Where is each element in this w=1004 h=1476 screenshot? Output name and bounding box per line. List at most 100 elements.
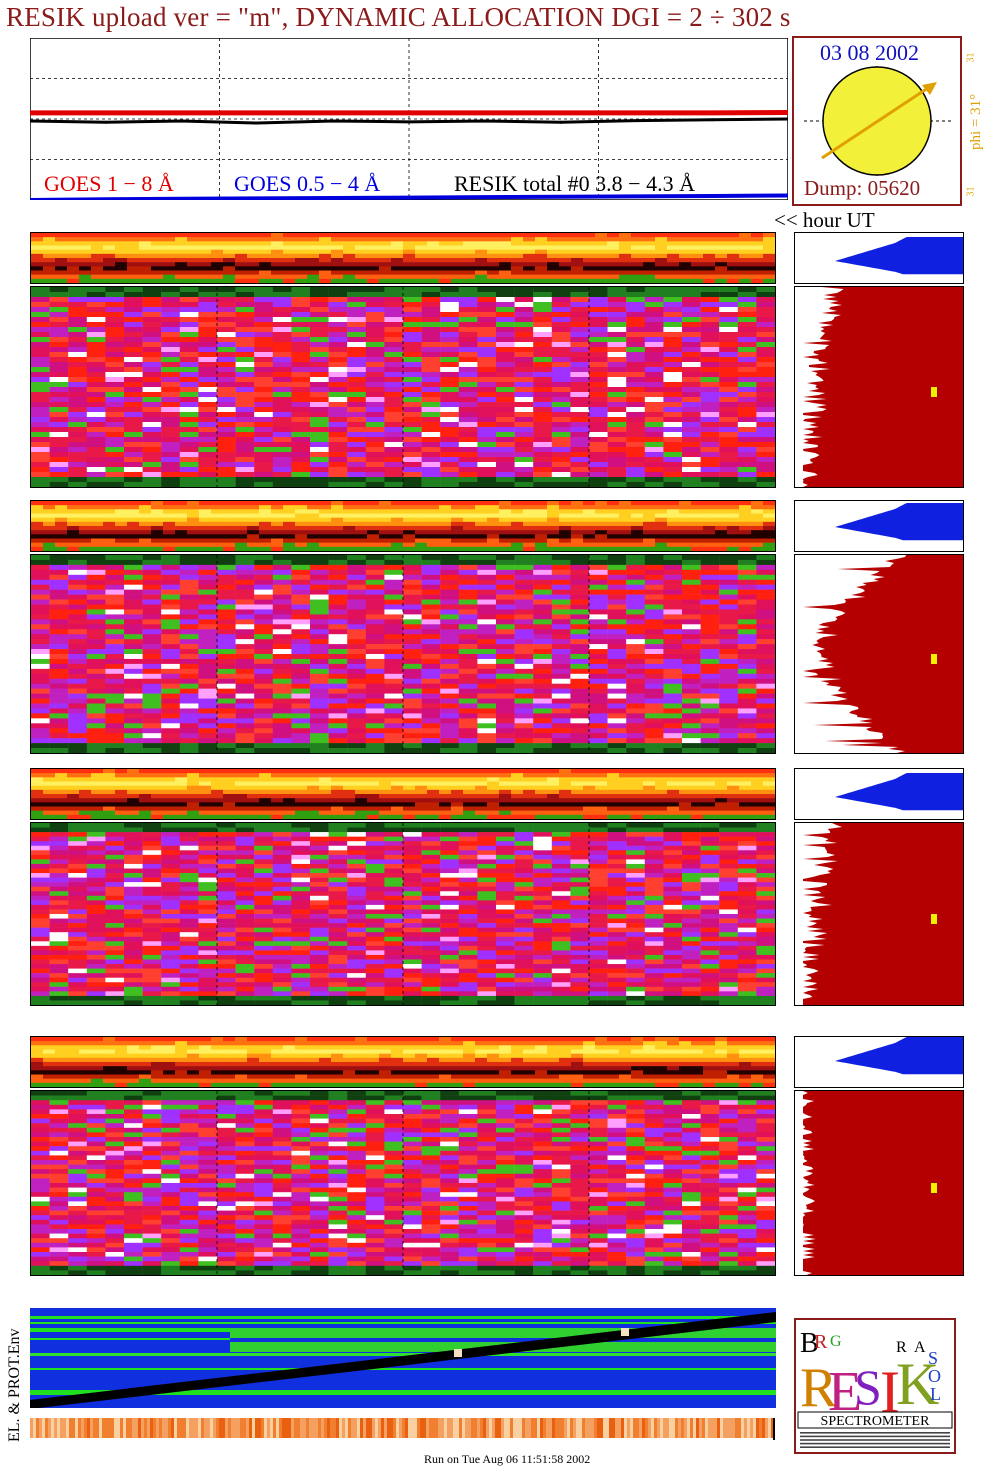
panel-1-spectrogram [30, 554, 776, 754]
band-cell [571, 526, 584, 531]
spec-cell [254, 342, 273, 348]
band-cell [163, 513, 176, 518]
spec-cell [31, 377, 50, 383]
spec-cell [570, 718, 590, 724]
spec-cell [589, 392, 608, 398]
spec-cell [477, 604, 497, 610]
spec-cell [737, 624, 757, 630]
band-cell [463, 521, 476, 527]
spec-cell [589, 683, 608, 689]
spec-cell [663, 437, 683, 443]
spec-cell [291, 412, 311, 418]
spec-cell [86, 387, 106, 393]
band-cell [403, 505, 416, 510]
band-cell [595, 773, 608, 778]
spec-cell [49, 292, 69, 298]
band-cell [103, 270, 116, 275]
spec-cell [514, 634, 534, 640]
band-cell [295, 501, 308, 506]
spec-cell [440, 644, 459, 650]
spec-cell [589, 367, 608, 373]
spec-cell [347, 407, 366, 413]
spec-cell [161, 738, 180, 744]
band-cell [319, 274, 332, 280]
spec-cell [49, 482, 69, 487]
band-cell [139, 266, 152, 271]
spec-cell [440, 713, 459, 719]
band-cell [211, 258, 224, 263]
spec-cell [68, 367, 87, 373]
spec-cell [458, 658, 478, 665]
page-title: RESIK upload ver = "m", DYNAMIC ALLOCATI… [6, 2, 791, 32]
band-cell [103, 253, 116, 259]
spec-cell [310, 412, 329, 418]
spec-cell [477, 555, 497, 561]
spec-cell [198, 738, 218, 744]
band-cell [307, 773, 320, 778]
spec-cell [179, 708, 199, 714]
lc-point-0-1 [104, 111, 108, 115]
spec-cell [328, 337, 348, 343]
spec-cell [384, 619, 404, 625]
band-cell [679, 530, 692, 535]
spec-cell [105, 372, 125, 378]
spec-cell [142, 287, 162, 293]
band-cell [631, 521, 644, 527]
spec-cell [737, 629, 757, 635]
band-cell [595, 513, 608, 518]
band-cell [607, 501, 620, 506]
spec-cell [365, 347, 385, 353]
band-cell [247, 513, 260, 518]
spec-cell [607, 629, 627, 635]
band-cell [391, 505, 404, 510]
spec-cell [254, 564, 273, 571]
spec-cell [626, 302, 645, 308]
band-cell [151, 769, 164, 774]
band-cell [283, 501, 296, 506]
band-cell [115, 501, 128, 506]
spec-cell [291, 367, 311, 373]
spec-cell [514, 644, 534, 650]
band-cell [763, 233, 775, 238]
spec-cell [514, 698, 534, 704]
spec-cell [682, 437, 701, 443]
spec-cell [161, 332, 180, 338]
spec-cell [68, 614, 87, 620]
band-cell [559, 262, 572, 267]
spec-cell [217, 302, 236, 308]
band-cell [403, 233, 416, 238]
band-cell [307, 769, 320, 774]
spec-cell [254, 372, 273, 378]
spec-cell [496, 377, 515, 383]
band-cell [691, 538, 704, 543]
spec-cell [198, 708, 218, 714]
spec-cell [142, 688, 162, 694]
band-cell [643, 505, 656, 510]
spec-cell [700, 614, 720, 620]
spec-cell [142, 387, 162, 393]
spec-cell [626, 367, 645, 373]
band-cell [643, 501, 656, 506]
spec-cell [737, 437, 757, 443]
spec-cell [254, 688, 273, 694]
band-cell [751, 530, 764, 535]
spec-cell [310, 733, 329, 739]
spec-cell [49, 412, 69, 418]
spec-cell [198, 432, 218, 438]
band-cell [631, 546, 644, 551]
spec-cell [533, 287, 552, 293]
spec-cell [142, 678, 162, 684]
band-cell [295, 245, 308, 250]
spec-cell [607, 599, 627, 605]
band-cell [595, 542, 608, 548]
spec-cell [142, 673, 162, 680]
spec-cell [384, 609, 404, 615]
band-cell [667, 546, 680, 551]
band-cell [511, 521, 524, 527]
spec-cell [403, 604, 422, 610]
spec-cell [533, 574, 552, 581]
spec-cell [161, 733, 180, 739]
spec-cell [626, 594, 645, 600]
band-cell [223, 513, 236, 518]
band-cell [643, 233, 656, 238]
